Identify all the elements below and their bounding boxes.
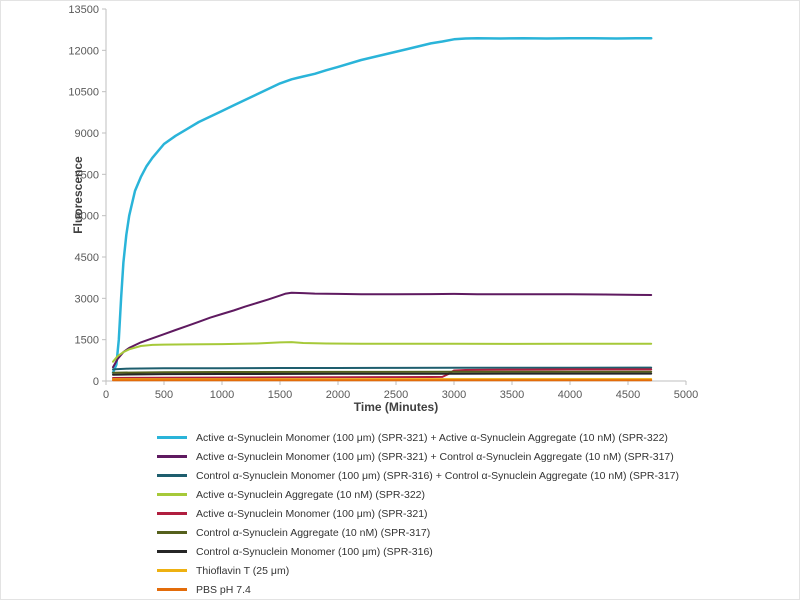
x-tick-label: 2500	[384, 389, 408, 401]
y-tick-label: 7500	[75, 169, 99, 181]
legend-label: Control α-Synuclein Monomer (100 μm) (SP…	[196, 545, 433, 558]
y-tick-label: 4500	[75, 252, 99, 264]
x-tick-label: 1500	[268, 389, 292, 401]
y-tick-label: 12000	[68, 45, 99, 57]
x-axis-title: Time (Minutes)	[353, 400, 439, 414]
legend-label: PBS pH 7.4	[196, 583, 251, 596]
legend-line-swatch	[157, 493, 187, 496]
series-line	[112, 368, 653, 379]
legend-item: Control α-Synuclein Monomer (100 μm) (SP…	[157, 542, 679, 561]
x-tick-label: 4000	[558, 389, 582, 401]
legend-label: Control α-Synuclein Aggregate (10 nM) (S…	[196, 526, 431, 539]
x-tick-label: 5000	[674, 389, 698, 401]
legend-line-swatch	[157, 474, 187, 477]
y-tick-label: 3000	[75, 293, 99, 305]
legend-label: Active α-Synuclein Aggregate (10 nM) (SP…	[196, 488, 426, 501]
series-line	[112, 372, 653, 376]
legend-label: Thioflavin T (25 μm)	[196, 564, 290, 577]
x-tick-label: 3500	[500, 389, 524, 401]
legend-item: Active α-Synuclein Monomer (100 μm) (SPR…	[157, 447, 679, 466]
legend-label: Control α-Synuclein Monomer (100 μm) (SP…	[196, 469, 680, 482]
series-line	[112, 366, 653, 371]
legend-label: Active α-Synuclein Monomer (100 μm) (SPR…	[196, 431, 668, 444]
legend-item: Control α-Synuclein Monomer (100 μm) (SP…	[157, 466, 679, 485]
y-tick-label: 1500	[75, 335, 99, 347]
legend-label: Active α-Synuclein Monomer (100 μm) (SPR…	[196, 507, 428, 520]
x-tick-label: 2000	[326, 389, 350, 401]
y-axis-title: Fluorescence	[71, 156, 85, 234]
line-chart-canvas: 0 1500 3000 4500 6000 7500 9000 10500 12000 13500…	[68, 4, 698, 401]
y-tick-label: 6000	[75, 211, 99, 223]
x-tick-label: 1000	[210, 389, 234, 401]
legend-label: Active α-Synuclein Monomer (100 μm) (SPR…	[196, 450, 674, 463]
legend-line-swatch	[157, 455, 187, 458]
legend-item: Thioflavin T (25 μm)	[157, 561, 679, 580]
legend-item: Active α-Synuclein Monomer (100 μm) (SPR…	[157, 504, 679, 523]
plot-area: 0 1500 3000 4500 6000 7500 9000 10500 12000 13500…	[1, 1, 799, 421]
legend-item: PBS pH 7.4	[157, 580, 679, 599]
legend-line-swatch	[157, 436, 187, 439]
y-tick-label: 13500	[68, 4, 99, 16]
legend-item: Active α-Synuclein Aggregate (10 nM) (SP…	[157, 485, 679, 504]
legend-line-swatch	[157, 569, 187, 572]
x-tick-label: 0	[103, 389, 109, 401]
chart-legend: Active α-Synuclein Monomer (100 μm) (SPR…	[157, 428, 679, 599]
legend-item: Control α-Synuclein Aggregate (10 nM) (S…	[157, 523, 679, 542]
legend-line-swatch	[157, 512, 187, 515]
y-tick-label: 0	[93, 376, 99, 388]
y-tick-label: 10500	[68, 87, 99, 99]
x-tick-label: 500	[155, 389, 173, 401]
x-tick-label: 4500	[616, 389, 640, 401]
legend-line-swatch	[157, 588, 187, 591]
series-line	[112, 341, 653, 363]
legend-item: Active α-Synuclein Monomer (100 μm) (SPR…	[157, 428, 679, 447]
series-line	[112, 370, 653, 374]
x-tick-label: 3000	[442, 389, 466, 401]
legend-line-swatch	[157, 550, 187, 553]
series-line	[112, 291, 653, 369]
legend-line-swatch	[157, 531, 187, 534]
series-line	[111, 36, 653, 374]
y-tick-label: 9000	[75, 128, 99, 140]
